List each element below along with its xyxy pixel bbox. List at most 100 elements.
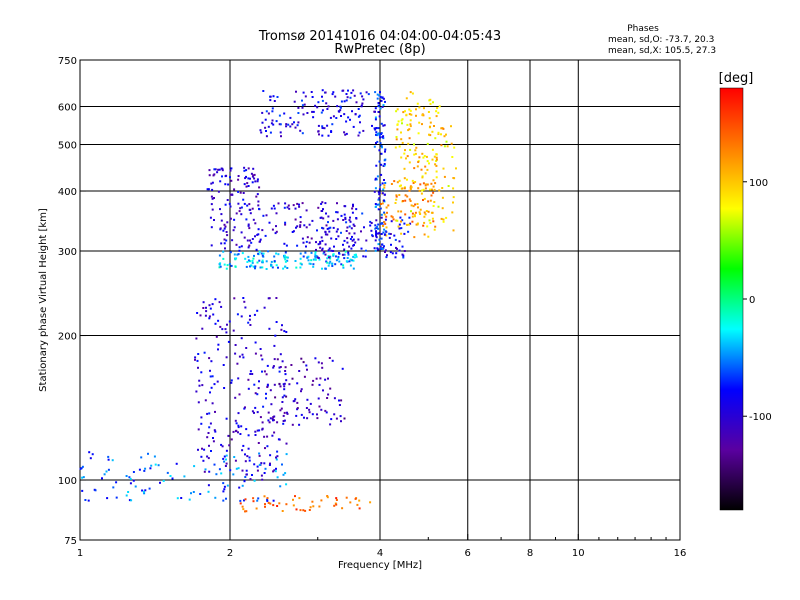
data-point <box>431 130 434 133</box>
data-point <box>423 211 426 214</box>
data-point <box>237 377 240 380</box>
data-point <box>273 260 276 263</box>
data-point <box>257 252 260 255</box>
data-point <box>247 259 250 262</box>
data-point <box>381 222 384 225</box>
data-point <box>407 223 410 226</box>
data-point <box>324 91 327 94</box>
data-point <box>234 459 237 462</box>
data-point <box>203 448 206 451</box>
data-point <box>316 106 319 109</box>
data-point <box>434 163 437 166</box>
data-point <box>246 239 249 242</box>
data-point <box>213 429 216 432</box>
data-point <box>301 202 304 205</box>
data-point <box>378 238 381 241</box>
data-point <box>275 264 278 267</box>
data-point <box>266 497 269 500</box>
data-point <box>311 219 314 222</box>
data-point <box>258 463 261 466</box>
data-point <box>293 121 295 124</box>
data-point <box>375 164 378 167</box>
data-point <box>406 123 409 126</box>
data-point <box>237 253 240 256</box>
data-point <box>220 219 223 222</box>
data-point <box>380 173 383 176</box>
data-point <box>207 490 210 493</box>
data-point <box>308 411 311 414</box>
data-point <box>352 125 355 128</box>
data-point <box>324 253 327 256</box>
data-point <box>225 458 227 461</box>
data-point <box>328 247 331 250</box>
data-point <box>115 496 118 499</box>
data-point <box>317 101 320 104</box>
data-point <box>211 375 214 378</box>
colorbar-tick-label: -100 <box>749 412 772 423</box>
data-point <box>418 211 421 214</box>
data-point <box>300 357 303 360</box>
data-point <box>394 256 397 259</box>
data-point <box>254 392 257 395</box>
data-point <box>207 432 210 434</box>
data-point <box>440 127 443 130</box>
data-point <box>340 263 343 266</box>
data-point <box>440 133 442 136</box>
data-point <box>273 469 276 472</box>
data-point <box>274 232 277 235</box>
data-point <box>274 396 277 399</box>
data-point <box>312 505 315 508</box>
data-point <box>225 449 228 452</box>
data-point <box>251 410 254 413</box>
data-point <box>217 348 219 351</box>
data-point <box>422 156 425 159</box>
data-point <box>398 179 401 182</box>
data-point <box>349 118 351 121</box>
data-point <box>415 146 418 149</box>
data-point <box>316 417 319 420</box>
data-point <box>258 250 261 253</box>
data-point <box>317 124 320 127</box>
data-point <box>270 403 273 406</box>
data-point <box>256 233 259 236</box>
data-point <box>339 105 342 108</box>
data-point <box>426 183 429 186</box>
data-point <box>341 367 344 370</box>
data-point <box>251 207 254 210</box>
data-point <box>248 244 251 247</box>
data-point <box>210 226 213 229</box>
data-point <box>352 259 355 262</box>
data-point <box>270 207 273 210</box>
data-point <box>361 102 364 105</box>
data-point <box>284 366 287 369</box>
data-point <box>285 125 288 128</box>
data-point <box>115 481 118 484</box>
point-cluster <box>395 91 457 232</box>
data-point <box>375 231 378 234</box>
data-point <box>327 249 330 252</box>
data-point <box>309 262 312 265</box>
data-point <box>377 243 380 246</box>
data-point <box>423 221 426 224</box>
data-point <box>283 385 286 388</box>
data-point <box>283 330 286 333</box>
data-point <box>334 502 337 505</box>
data-point <box>360 230 362 233</box>
data-point <box>374 116 377 119</box>
data-point <box>395 110 398 113</box>
data-point <box>409 123 412 126</box>
data-point <box>229 217 232 220</box>
data-point <box>422 224 425 227</box>
data-point <box>401 187 404 190</box>
data-point <box>259 238 262 241</box>
data-point <box>318 405 321 408</box>
data-point <box>275 212 278 215</box>
data-point <box>143 492 146 495</box>
data-point <box>291 377 294 380</box>
data-point <box>346 241 349 244</box>
data-point <box>226 323 228 326</box>
data-point <box>205 306 207 309</box>
data-point <box>171 477 174 480</box>
data-point <box>299 252 302 255</box>
data-point <box>352 223 355 226</box>
